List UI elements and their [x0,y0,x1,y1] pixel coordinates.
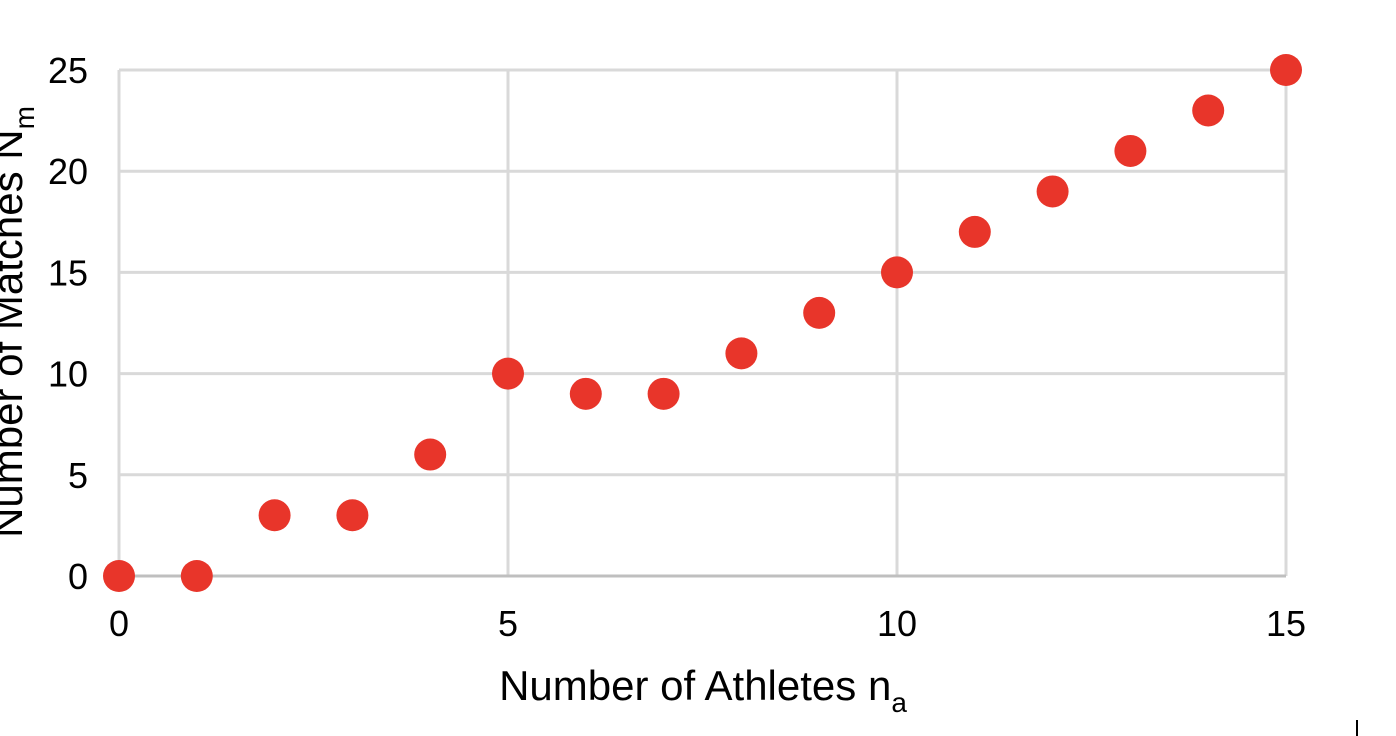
y-tick-label-25: 25 [48,50,88,91]
x-tick-label-10: 10 [877,603,917,644]
data-point-13 [1114,134,1147,167]
data-point-11 [958,215,991,248]
x-axis-title-subscript: a [891,687,907,718]
y-tick-label-10: 10 [48,354,88,395]
x-axis-title-main: Number of Athletes n [499,662,891,709]
data-point-0 [103,560,135,592]
data-point-5 [492,357,524,390]
data-point-7 [647,377,680,410]
y-tick-label-20: 20 [48,151,88,192]
y-tick-label-5: 5 [68,455,88,496]
y-tick-label-15: 15 [48,252,88,293]
data-point-4 [414,438,447,471]
gridlines [117,68,1288,576]
data-point-12 [1036,175,1069,208]
y-axis-title-subscript: m [9,106,40,129]
tick-labels: 0 5 10 15 20 25 0 5 10 15 [48,50,1306,644]
data-points [103,54,1302,592]
data-point-15 [1270,54,1302,86]
data-point-10 [881,256,913,289]
x-tick-label-5: 5 [498,603,518,644]
x-axis-title: Number of Athletes na [499,662,907,718]
data-point-9 [803,296,836,329]
data-point-3 [336,499,369,532]
data-point-14 [1192,94,1225,127]
y-axis-title-main: Number of Matches N [0,129,31,537]
data-point-1 [180,560,213,592]
data-point-2 [258,499,291,532]
y-axis-title: Number of Matches Nm [0,106,40,538]
y-tick-label-0: 0 [68,556,88,597]
x-tick-label-0: 0 [109,603,129,644]
data-point-8 [725,337,758,370]
data-point-6 [569,377,602,410]
x-tick-label-15: 15 [1266,603,1306,644]
